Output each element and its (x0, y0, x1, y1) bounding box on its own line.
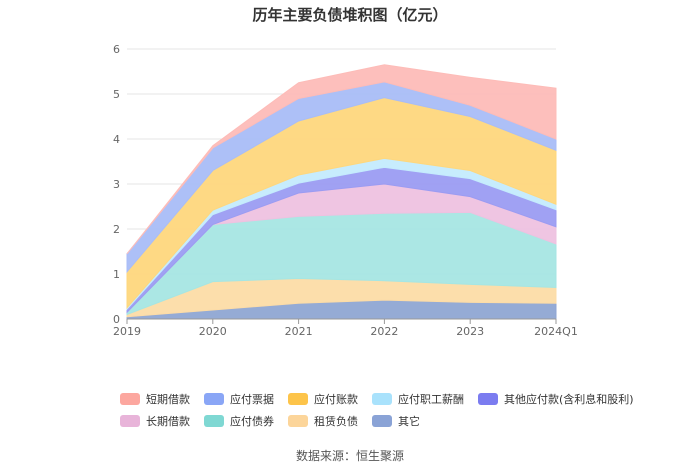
legend-swatch (204, 393, 224, 405)
y-tick-label: 2 (113, 223, 120, 236)
x-tick-label: 2023 (456, 325, 484, 338)
legend-label: 短期借款 (146, 393, 190, 406)
legend-label: 应付债券 (230, 415, 274, 428)
legend-swatch (372, 415, 392, 427)
legend-item[interactable]: 应付票据 (204, 391, 274, 407)
legend-item[interactable]: 租赁负债 (288, 413, 358, 429)
legend-label: 应付票据 (230, 393, 274, 406)
legend-label: 应付职工薪酬 (398, 393, 464, 406)
legend-swatch (204, 415, 224, 427)
legend-swatch (478, 393, 498, 405)
y-tick-label: 3 (113, 178, 120, 191)
area-series-8 (126, 64, 557, 255)
x-tick-label: 2019 (113, 325, 141, 338)
axis-layer: 0 1 2 3 4 5 6 2019 2020 2021 2022 2023 2024Q1 (113, 43, 578, 338)
chart-title: 历年主要负债堆积图（亿元） (252, 6, 448, 24)
data-source: 数据来源：恒生聚源 (295, 449, 404, 463)
y-tick-label: 4 (113, 133, 120, 146)
legend-row: 长期借款 应付债券 租赁负债 其它 (120, 410, 640, 432)
x-tick-label: 2020 (199, 325, 227, 338)
legend-item[interactable]: 其它 (372, 413, 420, 429)
legend-item[interactable]: 应付债券 (204, 413, 274, 429)
legend-label: 其它 (398, 415, 420, 428)
legend-swatch (372, 393, 392, 405)
x-tick-label: 2024Q1 (534, 325, 578, 338)
stacked-area-chart: 0 1 2 3 4 5 6 2019 2020 2021 2022 2023 2024Q1 (113, 43, 578, 338)
y-tick-label: 6 (113, 43, 120, 56)
y-tick-label: 5 (113, 88, 120, 101)
legend-label: 租赁负债 (314, 415, 358, 428)
x-tick-label: 2022 (370, 325, 398, 338)
legend-row: 短期借款 应付票据 应付账款 应付职工薪酬 其他应付款(含利息和股利) (120, 388, 640, 410)
y-tick-label: 0 (113, 313, 120, 326)
x-tick-label: 2021 (285, 325, 313, 338)
legend: 短期借款 应付票据 应付账款 应付职工薪酬 其他应付款(含利息和股利) 长期借款 应付债券 租… (120, 388, 640, 432)
legend-label: 其他应付款(含利息和股利) (504, 393, 634, 406)
y-tick-label: 1 (113, 268, 120, 281)
legend-swatch (120, 393, 140, 405)
legend-item[interactable]: 应付职工薪酬 (372, 391, 464, 407)
area-series-layer (126, 64, 557, 320)
legend-label: 应付账款 (314, 393, 358, 406)
legend-item[interactable]: 短期借款 (120, 391, 190, 407)
legend-item[interactable]: 其他应付款(含利息和股利) (478, 391, 634, 407)
legend-item[interactable]: 长期借款 (120, 413, 190, 429)
legend-swatch (288, 393, 308, 405)
legend-label: 长期借款 (146, 415, 190, 428)
legend-item[interactable]: 应付账款 (288, 391, 358, 407)
legend-swatch (120, 415, 140, 427)
legend-swatch (288, 415, 308, 427)
